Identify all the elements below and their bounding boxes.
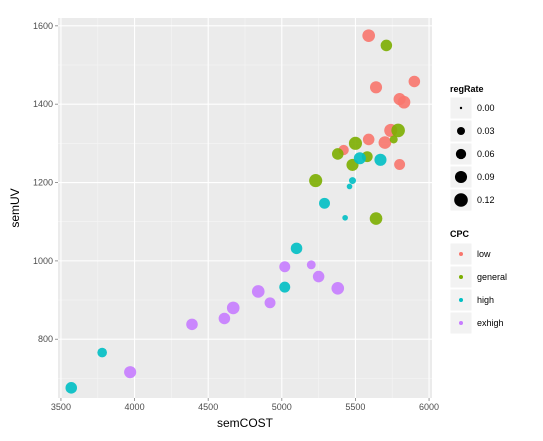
data-point-general [331,148,344,160]
data-point-general [380,39,393,52]
color-legend-label: exhigh [477,318,504,328]
x-tick-label: 4500 [198,402,218,412]
size-legend-symbol [455,148,467,160]
data-point-exhigh [186,318,198,331]
data-point-high [342,214,348,221]
color-legend-symbol-exhigh [459,321,463,325]
y-axis-ticks: 800 1000 1200 1400 1600 [33,21,58,344]
size-legend-label: 0.09 [477,172,495,182]
size-legend-label: 0.03 [477,126,495,136]
size-legend-symbol [454,170,468,184]
color-legend-label: general [477,272,507,282]
data-point-low [394,159,406,170]
y-tick-label: 1600 [33,21,53,31]
data-point-high [374,153,387,166]
x-tick-label: 5000 [272,402,292,412]
color-legend-label: low [477,249,491,259]
color-legend-symbol-high [459,298,463,302]
color-legend-title: CPC [450,229,470,239]
data-point-exhigh [124,366,137,379]
data-point-general [389,135,398,144]
size-legend-label: 0.06 [477,149,495,159]
data-point-general [369,212,383,225]
data-point-low [397,95,411,109]
data-point-high [349,177,356,185]
color-legend-symbol-general [459,275,463,279]
data-point-low [369,81,383,94]
major-grid [58,18,432,398]
data-point-exhigh [264,297,276,309]
data-point-exhigh [251,285,265,298]
minor-grid [58,18,432,398]
data-point-high [319,197,330,209]
data-point-exhigh [331,281,345,295]
size-legend-title: regRate [450,84,484,94]
data-point-exhigh [312,270,325,283]
data-point-low [378,136,392,149]
data-points [65,29,421,394]
data-point-high [290,242,303,255]
data-point-high [279,281,291,293]
y-tick-label: 1000 [33,256,53,266]
data-point-low [362,29,375,42]
x-axis-title: semCOST [217,416,274,430]
data-point-exhigh [306,260,316,270]
x-tick-label: 4000 [125,402,145,412]
data-point-low [408,75,421,88]
y-tick-label: 800 [38,334,53,344]
size-legend-symbol [454,193,468,207]
size-legend-label: 0.12 [477,195,495,205]
data-point-high [346,183,353,190]
y-axis-title: semUV [8,188,22,227]
color-legend-symbol-low [459,252,463,256]
data-point-high [97,347,107,358]
x-tick-label: 6000 [419,402,439,412]
size-legend-label: 0.00 [477,103,495,113]
y-tick-label: 1400 [33,99,53,109]
size-legend: regRate 0.00 0.03 0.06 0.09 0.12 [449,84,495,212]
data-point-low [362,133,375,146]
data-point-exhigh [226,301,240,315]
size-legend-symbol [457,127,465,135]
size-legend-symbol [459,106,463,110]
data-point-exhigh [279,261,291,273]
data-point-general [309,174,323,188]
x-axis-ticks: 3500 4000 4500 5000 5500 6000 [51,398,439,412]
x-tick-label: 5500 [345,402,365,412]
y-tick-label: 1200 [33,178,53,188]
data-point-high [353,152,366,165]
data-point-exhigh [218,312,231,325]
data-point-general [348,136,362,150]
x-tick-label: 3500 [51,402,71,412]
color-legend: CPC low general high exhigh [449,229,507,335]
data-point-high [65,382,78,394]
color-legend-label: high [477,295,494,305]
data-point-general [391,123,405,138]
